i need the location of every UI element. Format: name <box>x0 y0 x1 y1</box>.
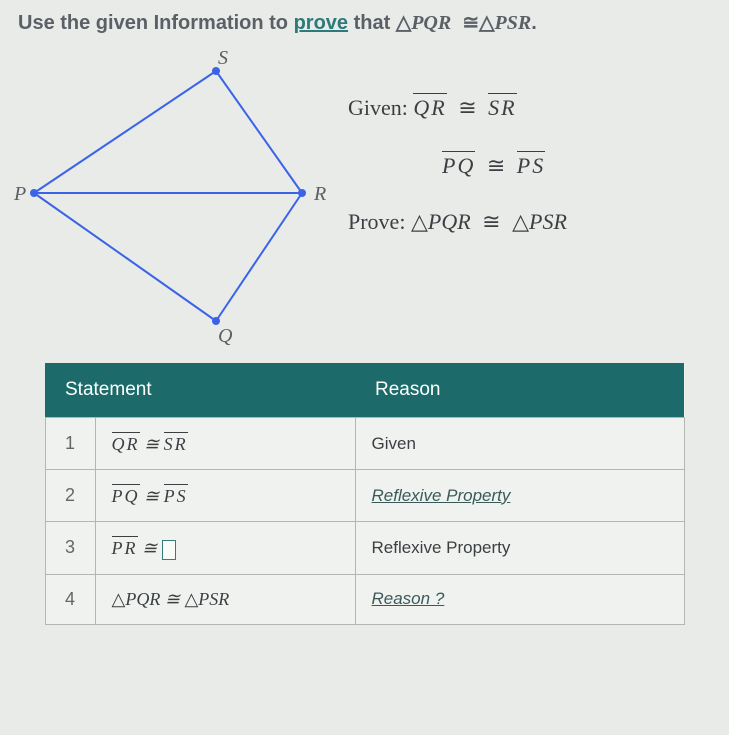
row-statement: PR ≅ <box>95 522 355 575</box>
cong-1: ≅ <box>452 95 482 120</box>
row-number: 1 <box>45 418 95 470</box>
period: . <box>531 12 537 34</box>
seg-PS: PS <box>517 151 545 179</box>
instr-mid: that <box>348 12 396 34</box>
table-row: 4△PQR ≅ △PSRReason ? <box>45 574 684 624</box>
vertex-label-R: R <box>314 183 326 206</box>
given-label: Given: <box>348 95 408 120</box>
instruction-text: Use the given Information to prove that … <box>18 10 711 35</box>
prove-link[interactable]: prove <box>294 12 348 34</box>
given-line-2: PQ ≅ PS <box>348 151 711 179</box>
seg-QR: QR <box>413 93 446 121</box>
vertex-label-Q: Q <box>218 325 232 348</box>
prove-tri-b: PSR <box>529 209 567 234</box>
row-reason: Given <box>355 418 684 470</box>
triangle-icon: △ <box>512 209 529 234</box>
triangle-icon: △ <box>411 209 428 234</box>
table-row: 3PR ≅ Reflexive Property <box>45 522 684 575</box>
vertex-label-P: P <box>14 183 26 206</box>
given-line-1: Given: QR ≅ SR <box>348 93 711 121</box>
triangle-symbol-1: △ <box>396 12 411 34</box>
header-statement: Statement <box>45 363 355 418</box>
top-row: PSRQ Given: QR ≅ SR PQ ≅ PS Prove: △PQR … <box>18 53 711 343</box>
vertex-label-S: S <box>218 47 228 70</box>
table-row: 1QR ≅ SRGiven <box>45 418 684 470</box>
tri2-name: PSR <box>495 12 532 34</box>
blank-input[interactable] <box>162 540 176 560</box>
row-reason[interactable]: Reason ? <box>355 574 684 624</box>
row-statement: QR ≅ SR <box>95 418 355 470</box>
cong-3: ≅ <box>476 209 506 234</box>
triangle-symbol-2: △ <box>479 12 494 34</box>
cong-2: ≅ <box>481 153 511 178</box>
row-number: 2 <box>45 470 95 522</box>
header-reason: Reason <box>355 363 684 418</box>
row-number: 4 <box>45 574 95 624</box>
diagram-svg <box>18 53 348 343</box>
row-reason: Reflexive Property <box>355 522 684 575</box>
geometry-diagram: PSRQ <box>18 53 348 343</box>
proof-table: Statement Reason 1QR ≅ SRGiven2PQ ≅ PSRe… <box>45 363 685 625</box>
table-header-row: Statement Reason <box>45 363 684 418</box>
seg-SR: SR <box>488 93 516 121</box>
seg-PQ: PQ <box>442 151 475 179</box>
instr-prefix: Use the given Information to <box>18 12 294 34</box>
table-row: 2PQ ≅ PSReflexive Property <box>45 470 684 522</box>
tri1-name: PQR <box>411 12 451 34</box>
prove-label: Prove: <box>348 209 405 234</box>
prove-line: Prove: △PQR ≅ △PSR <box>348 209 711 235</box>
prove-tri-a: PQR <box>428 209 471 234</box>
cong-symbol: ≅ <box>462 12 479 34</box>
row-reason[interactable]: Reflexive Property <box>355 470 684 522</box>
givens-panel: Given: QR ≅ SR PQ ≅ PS Prove: △PQR ≅ △PS… <box>348 53 711 343</box>
row-statement: PQ ≅ PS <box>95 470 355 522</box>
row-number: 3 <box>45 522 95 575</box>
row-statement: △PQR ≅ △PSR <box>95 574 355 624</box>
